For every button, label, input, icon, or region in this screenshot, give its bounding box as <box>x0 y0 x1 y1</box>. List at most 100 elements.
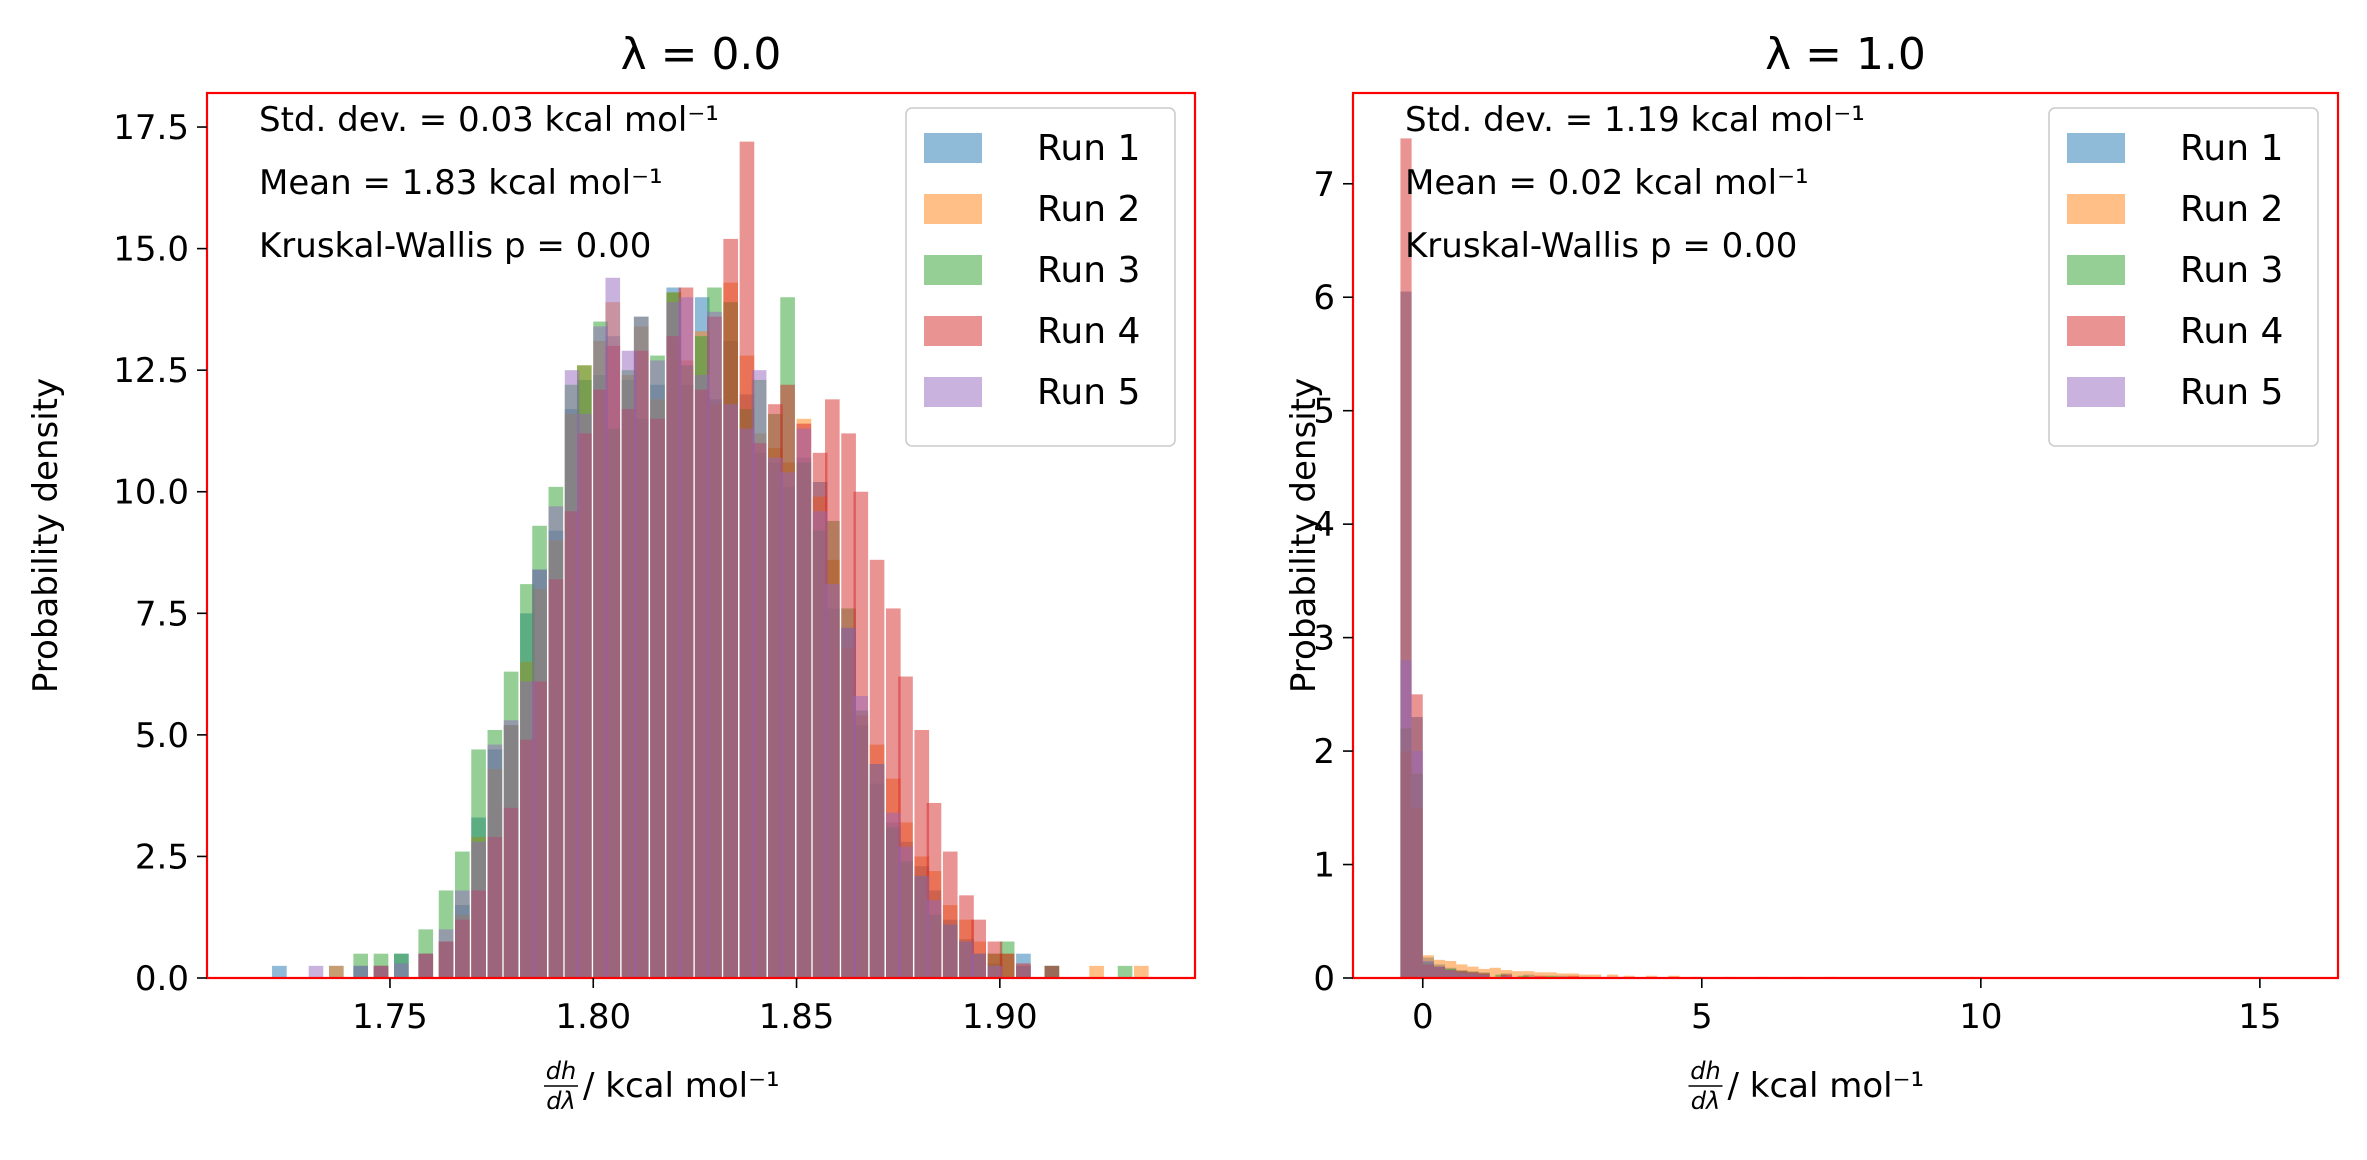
histogram-bars <box>272 141 1149 979</box>
legend-swatch <box>924 194 982 224</box>
histogram-bar <box>593 326 608 978</box>
histogram-bar <box>926 900 942 978</box>
histogram-bar <box>971 953 987 978</box>
histogram-bar <box>394 963 409 978</box>
histogram-bar <box>853 695 869 978</box>
histogram-bar <box>1590 974 1602 978</box>
legend: Run 1 Run 2 Run 3 Run 4 Run 5 <box>905 107 1176 447</box>
histogram-bar <box>1500 970 1513 978</box>
histogram-bar <box>1400 660 1412 978</box>
histogram-bar <box>1545 972 1557 978</box>
y-tick-label: 6 <box>1313 278 1335 318</box>
histogram-bar <box>739 428 755 978</box>
y-tick-label: 1 <box>1313 846 1335 886</box>
histogram-bar <box>650 360 665 978</box>
x-tick-label: 0 <box>1412 997 1434 1037</box>
y-tick-label: 7.5 <box>135 594 189 634</box>
y-tick-label: 17.5 <box>113 108 189 148</box>
histogram-bar <box>1400 138 1412 978</box>
legend-swatch <box>924 377 982 407</box>
y-tick-label: 4 <box>1313 505 1335 545</box>
histogram-bar <box>1478 974 1490 978</box>
legend-swatch <box>2067 133 2125 163</box>
legend-label: Run 1 <box>1037 128 1140 169</box>
histogram-bar <box>1089 965 1104 978</box>
histogram-bar <box>1445 970 1457 978</box>
axes-frame <box>205 91 1197 980</box>
x-tick-label: 15 <box>2238 997 2281 1037</box>
legend-swatch <box>2067 194 2125 224</box>
y-tick-label: 2 <box>1313 732 1335 772</box>
histogram-bar <box>1456 972 1468 978</box>
histogram-bar <box>1606 974 1619 978</box>
histogram-bar <box>1467 973 1479 978</box>
legend-label: Run 1 <box>2180 128 2283 169</box>
histogram-bar <box>548 506 564 978</box>
histogram-bar <box>1623 975 1635 978</box>
histogram-bar <box>328 965 344 978</box>
histogram-bar <box>308 965 324 978</box>
histogram-bar <box>1411 751 1423 978</box>
histogram-bar <box>532 569 547 978</box>
legend-swatch <box>924 133 982 163</box>
histogram-bar <box>796 428 812 978</box>
x-label-numerator: dh <box>1690 1057 1720 1085</box>
y-tick-label: 0 <box>1313 959 1335 999</box>
y-tick-label: 2.5 <box>135 837 189 877</box>
y-axis-label: Probability density <box>1284 378 1324 693</box>
stats-annotation: Mean = 1.83 kcal mol⁻¹ <box>259 163 663 203</box>
x-tick-label: 5 <box>1691 997 1713 1037</box>
histogram-bar <box>678 297 694 978</box>
y-tick-label: 15.0 <box>113 230 189 270</box>
histogram-bar <box>914 875 930 978</box>
legend-swatch <box>2067 255 2125 285</box>
histogram-bar <box>768 457 783 978</box>
histogram-bar <box>1134 965 1149 978</box>
y-tick-label: 10.0 <box>113 473 189 513</box>
histogram-bar <box>455 890 470 978</box>
histogram-bar <box>1016 965 1031 978</box>
y-axis-label: Probability density <box>26 378 66 693</box>
legend-label: Run 3 <box>2180 250 2283 291</box>
histogram-bar <box>1433 966 1446 978</box>
histogram-bar <box>1512 971 1524 978</box>
legend-swatch <box>2067 316 2125 346</box>
legend-label: Run 4 <box>2180 311 2283 352</box>
chart-title: λ = 0.0 <box>621 29 782 80</box>
histogram-bar <box>825 584 840 978</box>
histogram-bar <box>694 375 710 978</box>
chart-title: λ = 1.0 <box>1765 29 1926 80</box>
stats-annotation: Kruskal-Wallis p = 0.00 <box>1405 226 1797 266</box>
histogram-bar <box>707 311 722 978</box>
legend-label: Run 5 <box>1037 372 1140 413</box>
histogram-bar <box>1422 960 1434 978</box>
histogram-bar <box>576 413 592 978</box>
histogram-bar <box>1517 975 1529 978</box>
histogram-bar <box>723 404 738 978</box>
histogram-bar <box>1117 965 1133 978</box>
legend-box <box>905 107 1176 447</box>
histogram-bar <box>841 627 856 978</box>
x-label-denominator: dλ <box>546 1087 575 1115</box>
histogram-bar <box>564 370 580 979</box>
x-label-denominator: dλ <box>1691 1087 1720 1115</box>
histogram-bar <box>1556 973 1568 978</box>
histogram-bar <box>780 472 795 978</box>
legend-swatch <box>924 255 982 285</box>
y-tick-label: 0.0 <box>135 959 189 999</box>
histogram-bar <box>885 812 901 978</box>
histogram-bar <box>633 316 649 979</box>
x-tick-label: 1.90 <box>962 997 1038 1037</box>
histogram-bar <box>520 681 535 978</box>
histogram-bar <box>942 924 958 978</box>
legend-label: Run 2 <box>2180 189 2283 230</box>
histogram-bars <box>1400 138 1836 978</box>
y-tick-label: 3 <box>1313 619 1335 659</box>
histogram-bar <box>353 965 369 978</box>
histogram-bar <box>812 511 828 978</box>
legend-swatch <box>924 316 982 346</box>
panel-lambda-1: 0 5 10 15 0 1 2 3 4 5 6 7 λ = 1.0 Probability density… <box>1284 29 2340 1115</box>
x-label-numerator: dh <box>546 1057 576 1085</box>
histogram-bar <box>373 965 389 978</box>
